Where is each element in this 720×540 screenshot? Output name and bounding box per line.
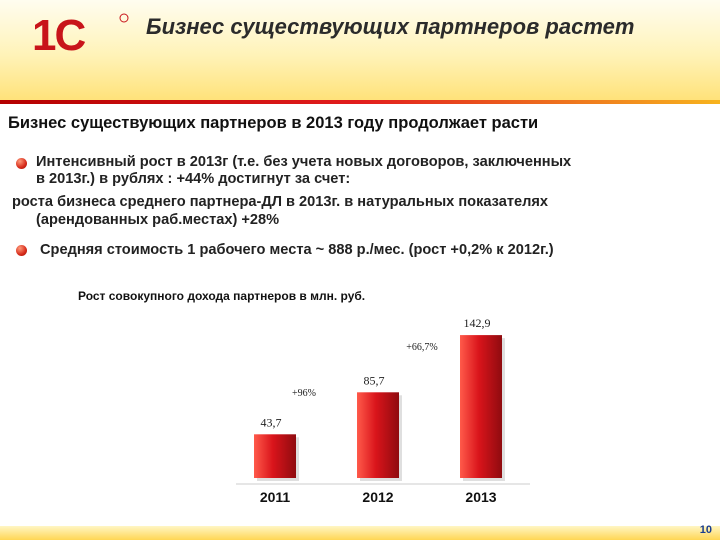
bar-2012 — [357, 392, 399, 478]
data-label-2011: 43,7 — [261, 415, 282, 429]
bar-2013 — [460, 335, 502, 478]
footer-bar — [0, 526, 720, 540]
bullet-2-line-2: (арендованных раб.местах) +28% — [36, 212, 280, 228]
bullet-dot-icon — [16, 158, 27, 169]
bar-2011 — [254, 434, 296, 478]
bullet-1-line-1: Интенсивный рост в 2013г (т.е. без учета… — [36, 154, 572, 170]
slide-subtitle: Бизнес существующих партнеров в 2013 год… — [8, 114, 539, 132]
chart-title: Рост совокупного дохода партнеров в млн.… — [78, 289, 366, 303]
growth-label-1: +96% — [292, 388, 316, 399]
page-title: Бизнес существующих партнеров растет — [146, 14, 635, 39]
page-number: 10 — [699, 524, 712, 536]
logo-text: 1С — [32, 12, 85, 56]
1c-logo-icon: 1С — [32, 12, 129, 56]
bullet-dot-icon — [16, 245, 27, 256]
growth-arrow — [295, 388, 354, 433]
data-label-2013: 142,9 — [464, 316, 491, 330]
growth-label-2: +66,7% — [406, 342, 437, 353]
x-tick-label-2011: 2011 — [260, 489, 291, 505]
bullet-2-line-1: роста бизнеса среднего партнера-ДЛ в 201… — [12, 194, 549, 210]
bullet-3: Средняя стоимость 1 рабочего места ~ 888… — [40, 242, 554, 258]
header-rule — [0, 100, 720, 104]
x-tick-label-2013: 2013 — [465, 489, 496, 505]
x-tick-label-2012: 2012 — [362, 489, 393, 505]
bullet-1-line-2: в 2013г.) в рублях : +44% достигнут за с… — [36, 171, 351, 187]
growth-arrow — [399, 329, 458, 375]
data-label-2012: 85,7 — [364, 373, 385, 387]
